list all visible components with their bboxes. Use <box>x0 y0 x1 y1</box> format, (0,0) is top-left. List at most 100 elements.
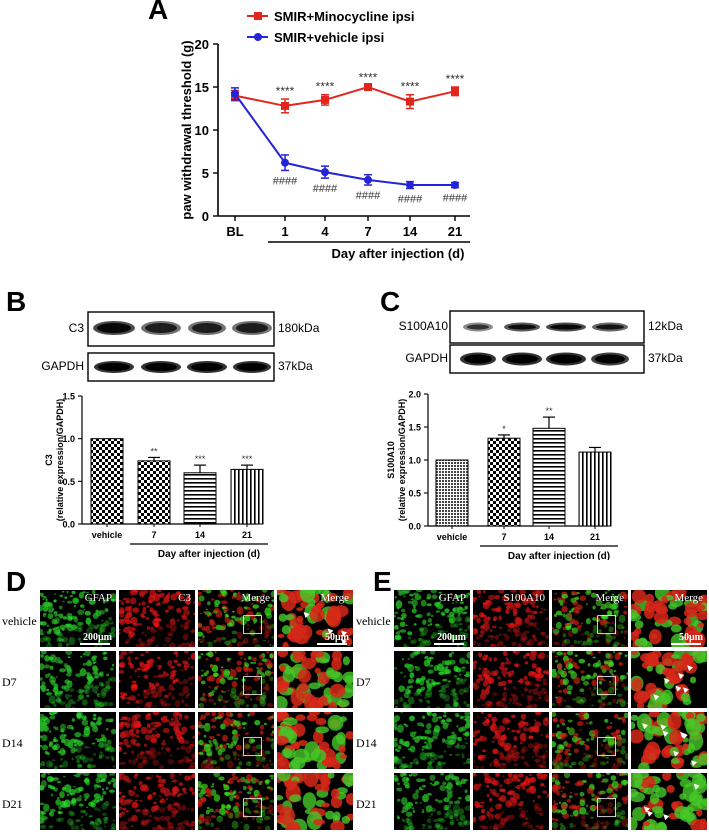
cell <box>670 624 682 633</box>
xlabel-a: Day after injection (d) <box>332 246 465 261</box>
cell <box>49 785 55 790</box>
cell <box>262 765 265 768</box>
cell <box>125 821 128 825</box>
cell <box>266 651 269 654</box>
cell <box>264 622 270 628</box>
cell <box>405 624 408 627</box>
cell <box>561 786 565 789</box>
cell <box>645 741 661 761</box>
cell <box>264 795 269 801</box>
cell <box>516 778 521 782</box>
cell <box>57 636 62 641</box>
cell <box>648 712 661 718</box>
cell <box>570 597 577 603</box>
cell <box>430 757 433 760</box>
cell <box>120 609 125 614</box>
cell <box>539 824 545 830</box>
cell <box>579 688 585 693</box>
cell <box>86 634 91 639</box>
cell <box>580 697 587 703</box>
cell <box>417 637 422 642</box>
micrograph-zoom: Merge 50μm <box>631 590 707 647</box>
cell <box>112 782 116 789</box>
cell <box>586 745 590 748</box>
cell <box>476 642 481 647</box>
cell <box>204 787 210 794</box>
blot-c-label-1: S100A10 <box>399 319 449 333</box>
cell <box>409 731 416 738</box>
cell <box>270 623 274 629</box>
cell <box>613 753 616 756</box>
cell <box>304 741 321 761</box>
cell <box>595 823 599 826</box>
cell <box>213 773 221 778</box>
cell <box>408 703 411 706</box>
cell <box>578 811 583 815</box>
cell <box>536 812 541 815</box>
cell <box>461 666 466 669</box>
cell <box>232 637 238 644</box>
cell <box>446 659 452 666</box>
cell <box>538 696 542 700</box>
cell <box>537 653 543 659</box>
cell <box>465 715 470 724</box>
cell <box>446 717 452 723</box>
cell <box>606 760 609 764</box>
cell <box>128 661 132 666</box>
micrograph-zoom <box>631 651 707 708</box>
blot-band-core <box>467 324 489 330</box>
cell <box>267 716 273 721</box>
cell <box>53 726 56 729</box>
cell <box>185 745 192 754</box>
cell <box>119 761 122 766</box>
point-a-circle <box>321 168 329 177</box>
cell <box>241 722 246 726</box>
annotation-top-a: **** <box>401 80 420 94</box>
cell <box>403 781 410 787</box>
cell <box>397 782 400 785</box>
row-label: vehicle <box>2 614 37 628</box>
cell <box>557 663 563 670</box>
cell <box>259 620 265 624</box>
cell <box>267 804 274 812</box>
cell <box>92 591 96 595</box>
cell <box>400 608 406 613</box>
cell <box>255 764 259 767</box>
cell <box>183 819 190 825</box>
cell <box>586 634 592 640</box>
cell <box>238 698 245 705</box>
cell <box>134 700 140 704</box>
xtick-label-a: 1 <box>281 224 288 239</box>
cell <box>68 739 71 742</box>
cell <box>53 712 58 714</box>
arrowhead <box>691 760 698 767</box>
cell <box>45 598 48 602</box>
cell <box>507 773 513 778</box>
cell <box>146 724 151 729</box>
cell <box>602 703 605 706</box>
cell <box>476 715 479 718</box>
cell <box>314 783 325 791</box>
point-a-square <box>281 101 289 110</box>
cell <box>569 822 574 829</box>
cell <box>428 808 434 813</box>
cell <box>512 651 516 654</box>
cell <box>661 595 668 602</box>
cell <box>200 761 208 769</box>
cell <box>84 683 91 691</box>
cell <box>208 735 215 740</box>
cell <box>552 817 555 821</box>
cell <box>402 805 409 813</box>
cell <box>86 627 93 635</box>
cell <box>431 614 434 618</box>
cell <box>262 686 269 691</box>
cell <box>120 697 124 702</box>
cell <box>43 635 48 641</box>
cell <box>59 594 64 598</box>
cell <box>291 705 299 708</box>
cell <box>510 622 515 627</box>
cell <box>43 612 47 615</box>
micrograph-zoom <box>277 773 353 830</box>
cell <box>464 712 470 716</box>
cell <box>616 749 620 752</box>
